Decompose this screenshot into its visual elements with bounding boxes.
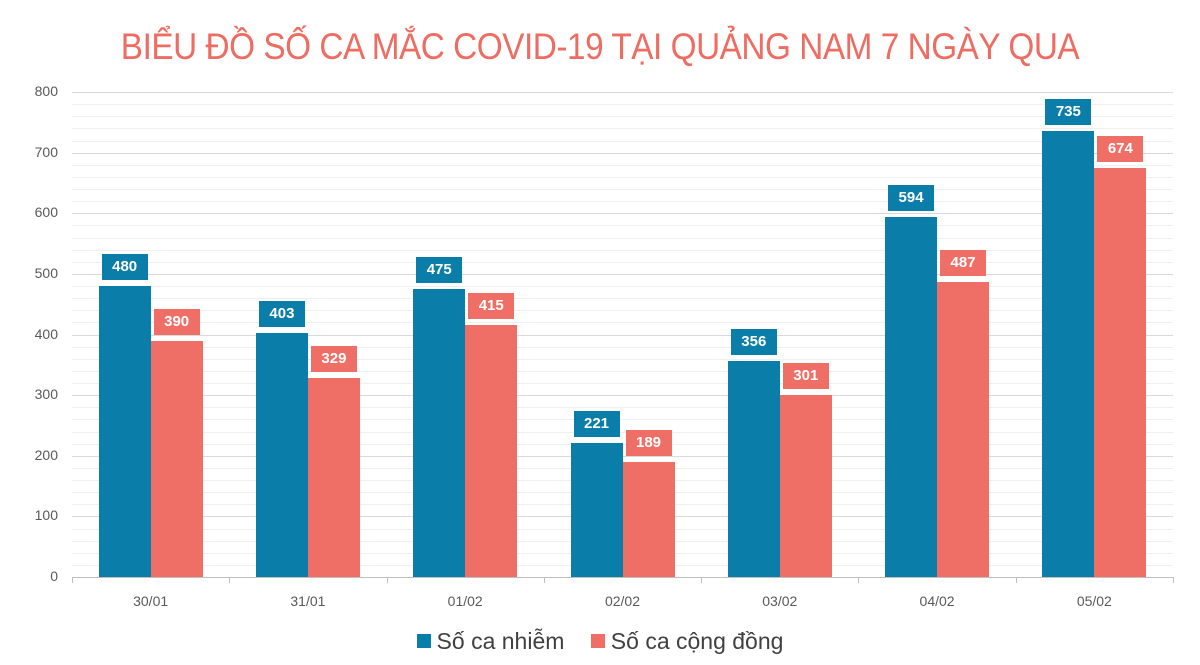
minor-gridline xyxy=(72,298,1173,300)
bar xyxy=(307,377,360,577)
x-tick xyxy=(543,577,545,583)
data-label: 403 xyxy=(258,300,305,327)
minor-gridline xyxy=(72,261,1173,263)
y-tick-label: 100 xyxy=(34,507,58,524)
x-tick xyxy=(858,577,860,583)
minor-gridline xyxy=(72,189,1173,190)
major-gridline xyxy=(72,395,1173,397)
minor-gridline xyxy=(72,176,1173,178)
legend-label: Số ca nhiễm xyxy=(436,627,565,654)
data-label: 487 xyxy=(940,249,987,276)
x-tick-label: 31/01 xyxy=(290,593,326,609)
bar xyxy=(1094,168,1147,577)
y-tick-label: 700 xyxy=(34,143,58,160)
data-label: 415 xyxy=(468,293,515,320)
data-label: 390 xyxy=(153,308,200,335)
plot-area: 480 390 403 329 475 415 221 189 356 301 594 487 735 6… xyxy=(72,92,1174,583)
bar xyxy=(465,325,518,577)
bar xyxy=(779,394,832,577)
minor-gridline xyxy=(72,358,1173,360)
y-tick-label: 500 xyxy=(34,264,58,281)
x-tick xyxy=(72,577,73,583)
data-label: 189 xyxy=(625,430,672,457)
minor-gridline xyxy=(72,407,1173,409)
minor-gridline xyxy=(72,104,1173,106)
data-label: 674 xyxy=(1097,136,1144,163)
bar xyxy=(937,281,990,577)
x-tick-label: 01/02 xyxy=(447,593,483,609)
bar xyxy=(570,443,623,577)
x-axis-line xyxy=(72,577,1173,578)
x-tick-label: 30/01 xyxy=(133,593,169,609)
y-tick-label: 800 xyxy=(34,83,58,99)
data-label: 221 xyxy=(573,411,620,438)
minor-gridline xyxy=(72,140,1173,142)
legend-item-community: Số ca cộng đồng xyxy=(590,627,784,655)
legend: Số ca nhiễm Số ca cộng đồng xyxy=(0,627,1200,655)
legend-label: Số ca cộng đồng xyxy=(610,627,784,654)
minor-gridline xyxy=(72,383,1173,384)
y-tick-label: 0 xyxy=(50,568,58,584)
major-gridline xyxy=(72,334,1173,336)
minor-gridline xyxy=(72,237,1173,239)
y-tick-label: 600 xyxy=(34,204,58,221)
chart-title: BIỂU ĐỒ SỐ CA MẮC COVID-19 TẠI QUẢNG NAM… xyxy=(120,26,1080,67)
x-tick-label: 05/02 xyxy=(1076,593,1112,609)
x-tick xyxy=(1015,577,1017,583)
data-label: 356 xyxy=(730,329,777,356)
x-tick xyxy=(386,577,388,583)
x-tick xyxy=(1173,577,1174,583)
minor-gridline xyxy=(72,164,1173,166)
data-label: 735 xyxy=(1045,99,1092,126)
bar xyxy=(98,286,151,577)
bar xyxy=(150,340,203,577)
bar xyxy=(727,361,780,577)
minor-gridline xyxy=(72,225,1173,227)
data-label: 475 xyxy=(416,257,463,284)
minor-gridline xyxy=(72,249,1173,251)
x-tick-label: 02/02 xyxy=(604,593,641,609)
data-label: 480 xyxy=(101,254,148,280)
y-tick-label: 200 xyxy=(34,446,58,463)
minor-gridline xyxy=(72,346,1173,348)
data-label: 329 xyxy=(310,345,357,372)
bar xyxy=(255,332,308,577)
legend-item-infections: Số ca nhiễm xyxy=(416,627,565,655)
bar xyxy=(413,289,466,577)
x-tick-label: 04/02 xyxy=(919,593,955,609)
minor-gridline xyxy=(72,322,1173,324)
y-tick-label: 400 xyxy=(34,325,58,342)
major-gridline xyxy=(72,92,1173,93)
x-tick-label: 03/02 xyxy=(762,593,798,609)
minor-gridline xyxy=(72,370,1173,372)
bar xyxy=(885,216,938,577)
bar xyxy=(622,462,675,577)
bar xyxy=(1042,131,1095,577)
minor-gridline xyxy=(72,443,1173,445)
y-tick-label: 300 xyxy=(34,386,58,403)
major-gridline xyxy=(72,455,1173,457)
minor-gridline xyxy=(72,286,1173,287)
major-gridline xyxy=(72,152,1173,154)
minor-gridline xyxy=(72,310,1173,312)
major-gridline xyxy=(72,213,1173,215)
minor-gridline xyxy=(72,419,1173,421)
major-gridline xyxy=(72,273,1173,275)
data-label: 301 xyxy=(782,362,829,389)
legend-swatch-icon xyxy=(590,634,605,648)
minor-gridline xyxy=(72,128,1173,130)
minor-gridline xyxy=(72,201,1173,203)
x-tick xyxy=(701,577,703,583)
legend-swatch-icon xyxy=(416,634,431,648)
minor-gridline xyxy=(72,431,1173,433)
minor-gridline xyxy=(72,116,1173,118)
x-tick xyxy=(229,577,231,583)
data-label: 594 xyxy=(888,184,935,211)
